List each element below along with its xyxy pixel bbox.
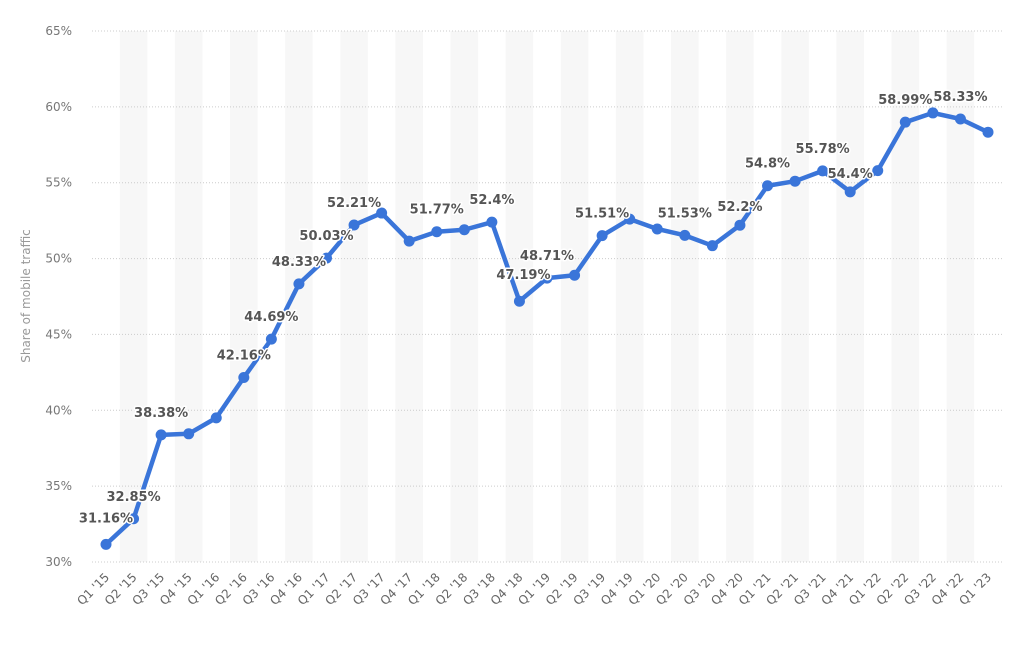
data-point[interactable]: [789, 175, 801, 187]
column-band: [615, 31, 644, 562]
data-label: 47.19%: [496, 268, 550, 283]
y-axis-ticks: 30% 35% 40% 45% 50% 55% 60% 65%: [45, 24, 72, 569]
data-label: 55.78%: [796, 142, 850, 157]
data-point[interactable]: [569, 269, 581, 281]
data-point[interactable]: [679, 229, 691, 241]
data-label: 38.38%: [134, 406, 188, 421]
data-label: 54.8%: [745, 157, 790, 172]
data-label: 51.53%: [658, 206, 712, 221]
data-labels: 31.16% 32.85% 38.38% 42.16% 44.69% 48.33% 50.0…: [77, 88, 989, 527]
column-band: [174, 31, 203, 562]
column-band: [119, 31, 148, 562]
data-label: 51.51%: [575, 207, 629, 222]
data-label: 48.33%: [272, 255, 326, 270]
data-series-line: [100, 107, 994, 550]
data-point[interactable]: [651, 223, 663, 235]
data-point[interactable]: [899, 116, 911, 128]
data-point[interactable]: [596, 230, 608, 242]
data-point[interactable]: [872, 165, 884, 177]
column-band: [946, 31, 975, 562]
column-band: [230, 31, 258, 562]
data-point[interactable]: [541, 272, 553, 284]
data-point[interactable]: [458, 224, 470, 236]
y-tick-label: 45%: [45, 327, 72, 341]
data-label: 52.21%: [327, 196, 381, 211]
data-label: 50.03%: [299, 229, 353, 244]
data-point[interactable]: [762, 180, 773, 192]
data-point[interactable]: [982, 126, 994, 138]
data-point[interactable]: [128, 513, 140, 525]
data-label: 42.16%: [217, 349, 271, 364]
data-point[interactable]: [954, 113, 966, 125]
data-point[interactable]: [927, 107, 939, 119]
y-tick-label: 60%: [45, 100, 72, 114]
column-band: [726, 31, 754, 562]
column-band: [450, 31, 479, 562]
column-band: [560, 31, 589, 562]
y-tick-label: 40%: [45, 403, 72, 417]
column-band: [395, 31, 423, 562]
data-point[interactable]: [431, 226, 443, 238]
data-point[interactable]: [293, 278, 305, 290]
y-tick-label: 35%: [45, 479, 72, 493]
y-tick-label: 50%: [45, 252, 72, 266]
data-label: 58.33%: [933, 90, 987, 105]
y-tick-label: 55%: [45, 176, 72, 190]
background-bands: [119, 31, 975, 562]
data-label: 52.4%: [469, 193, 514, 208]
data-point[interactable]: [624, 213, 636, 225]
data-point[interactable]: [817, 165, 829, 177]
data-label: 32.85%: [106, 490, 160, 505]
data-point[interactable]: [210, 412, 222, 424]
y-axis-label: Share of mobile traffic: [19, 229, 33, 363]
data-label: 58.99%: [878, 93, 932, 108]
column-band: [340, 31, 368, 562]
data-label: 51.77%: [410, 203, 464, 218]
y-tick-label: 30%: [45, 555, 72, 569]
data-point[interactable]: [486, 216, 498, 228]
y-tick-label: 65%: [45, 24, 72, 38]
column-band: [671, 31, 699, 562]
column-band: [891, 31, 920, 562]
data-point[interactable]: [513, 295, 525, 307]
data-label: 54.4%: [828, 167, 873, 182]
column-band: [285, 31, 313, 562]
data-point[interactable]: [376, 207, 388, 219]
data-label: 48.71%: [520, 249, 574, 264]
data-point[interactable]: [321, 252, 332, 264]
data-label: 52.2%: [717, 200, 762, 215]
data-point[interactable]: [238, 372, 250, 384]
data-point[interactable]: [183, 428, 195, 440]
data-point[interactable]: [403, 235, 415, 247]
column-band: [781, 31, 809, 562]
data-point[interactable]: [348, 219, 360, 231]
data-point[interactable]: [844, 186, 856, 198]
data-point[interactable]: [155, 429, 167, 441]
gridlines: [92, 30, 1003, 563]
data-point[interactable]: [734, 219, 746, 231]
data-point[interactable]: [100, 538, 112, 550]
column-band: [836, 31, 864, 562]
data-label: 44.69%: [244, 310, 298, 325]
data-point[interactable]: [265, 333, 277, 345]
data-label: 31.16%: [79, 511, 133, 526]
data-point[interactable]: [706, 240, 718, 252]
